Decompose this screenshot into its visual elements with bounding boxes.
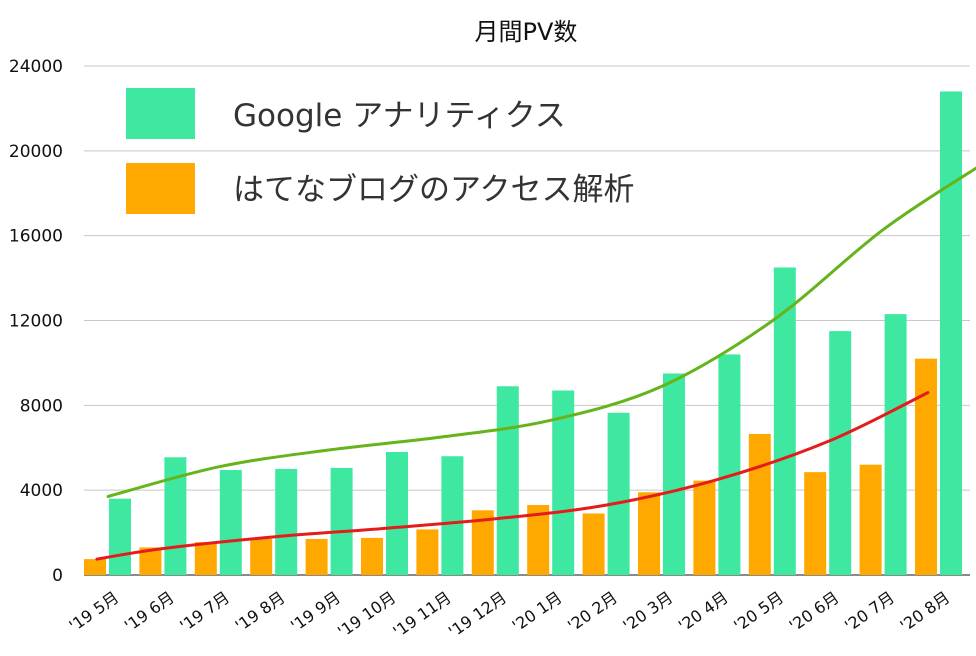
bar-google	[663, 373, 685, 575]
x-axis-labels: '19 5月'19 6月'19 7月'19 8月'19 9月'19 10月'19…	[65, 588, 953, 642]
x-tick-label: '19 12月	[445, 588, 510, 642]
y-tick-label: 12000	[9, 312, 63, 332]
legend-label-google: Google アナリティクス	[233, 98, 566, 134]
y-tick-label: 0	[52, 566, 63, 586]
bar-hatena	[84, 559, 106, 575]
x-tick-label: '19 8月	[232, 588, 289, 636]
bar-google	[884, 314, 907, 575]
bar-google	[829, 331, 852, 575]
bar-hatena	[194, 542, 217, 575]
bar-hatena	[804, 472, 827, 575]
y-tick-label: 20000	[9, 142, 63, 162]
y-tick-label: 4000	[20, 481, 63, 501]
legend: Google アナリティクス はてなブログのアクセス解析	[126, 88, 634, 214]
x-tick-label: '19 11月	[390, 588, 455, 642]
y-tick-label: 8000	[20, 396, 63, 416]
legend-label-hatena: はてなブログのアクセス解析	[233, 172, 634, 208]
legend-swatch-hatena	[126, 163, 195, 214]
x-tick-label: '20 1月	[509, 588, 566, 636]
bar-hatena	[471, 510, 494, 575]
bar-google	[496, 386, 519, 575]
bar-hatena	[638, 492, 660, 575]
bar-google	[441, 456, 464, 575]
bar-google	[607, 412, 630, 575]
x-tick-label: '20 7月	[841, 588, 898, 636]
bar-google	[275, 468, 298, 575]
x-tick-label: '20 8月	[896, 588, 953, 636]
x-tick-label: '20 5月	[730, 588, 787, 636]
bar-hatena	[915, 358, 937, 575]
bar-hatena	[139, 547, 162, 575]
bar-hatena	[693, 480, 716, 575]
chart-title: 月間PV数	[475, 18, 578, 46]
bar-hatena	[416, 529, 439, 575]
y-axis-labels: 0 4000 8000 12000 16000 20000 24000	[9, 57, 63, 586]
bar-google	[109, 498, 131, 575]
bar-google	[386, 451, 408, 575]
y-tick-label: 24000	[9, 57, 63, 77]
bar-hatena	[250, 538, 273, 575]
bar-google	[773, 267, 796, 575]
x-tick-label: '19 5月	[65, 588, 122, 636]
trendlines	[95, 166, 976, 561]
bar-hatena	[361, 537, 383, 575]
x-tick-label: '19 7月	[176, 588, 233, 636]
x-tick-label: '20 4月	[675, 588, 732, 636]
bar-google	[330, 467, 353, 575]
bars	[84, 91, 962, 575]
legend-swatch-google	[126, 88, 195, 139]
bar-google	[940, 91, 962, 575]
x-tick-label: '19 6月	[121, 588, 178, 636]
bar-hatena	[582, 513, 605, 575]
x-tick-label: '20 6月	[786, 588, 843, 636]
y-tick-label: 16000	[9, 227, 63, 247]
bar-hatena	[859, 464, 882, 575]
bar-hatena	[527, 505, 550, 575]
x-tick-label: '20 2月	[564, 588, 621, 636]
bar-hatena	[748, 433, 771, 575]
bar-google	[552, 390, 575, 575]
bar-hatena	[305, 538, 328, 575]
bar-google	[219, 470, 242, 575]
x-tick-label: '20 3月	[619, 588, 676, 636]
trendline	[106, 166, 976, 499]
x-tick-label: '19 10月	[334, 588, 399, 642]
trendline	[95, 391, 930, 561]
bar-google	[718, 354, 741, 575]
